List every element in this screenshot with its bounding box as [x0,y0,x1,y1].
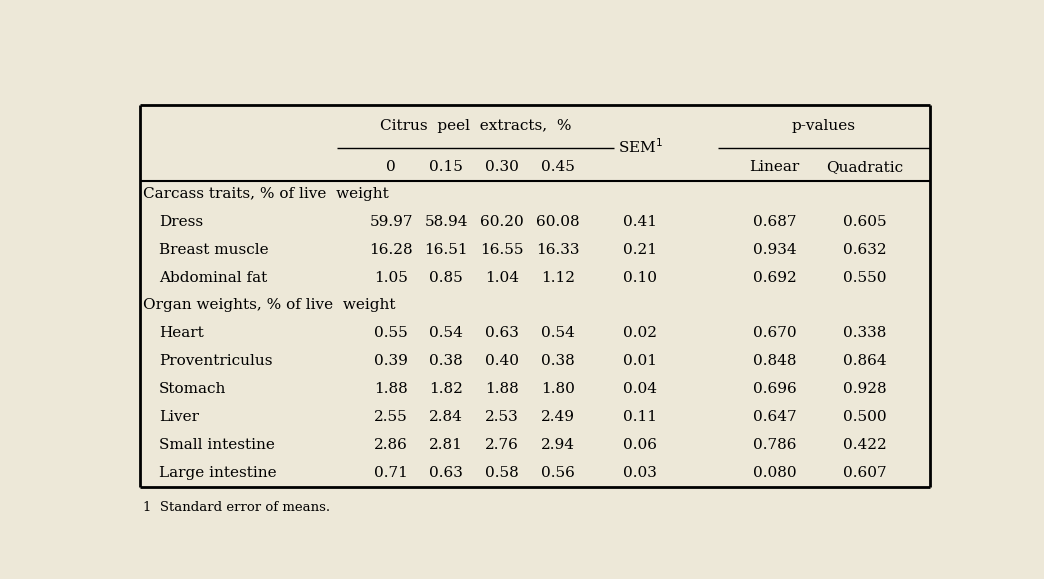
Text: 16.51: 16.51 [424,243,468,257]
Text: Organ weights, % of live  weight: Organ weights, % of live weight [143,298,395,312]
Text: Linear: Linear [750,160,800,174]
Text: 0.54: 0.54 [429,326,462,340]
Text: 0.55: 0.55 [374,326,408,340]
Text: 0.500: 0.500 [844,410,887,424]
Text: 2.76: 2.76 [485,438,519,452]
Text: 2.86: 2.86 [374,438,408,452]
Text: 0.848: 0.848 [753,354,797,368]
Text: 0.687: 0.687 [753,215,797,229]
Text: Large intestine: Large intestine [159,466,277,480]
Text: 0.11: 0.11 [623,410,658,424]
Text: Quadratic: Quadratic [827,160,904,174]
Text: 0.63: 0.63 [485,326,519,340]
Text: 0.56: 0.56 [541,466,574,480]
Text: 0.71: 0.71 [374,466,408,480]
Text: 0.786: 0.786 [753,438,797,452]
Text: 16.28: 16.28 [370,243,412,257]
Text: Breast muscle: Breast muscle [159,243,268,257]
Text: Stomach: Stomach [159,382,227,396]
Text: 0.38: 0.38 [541,354,574,368]
Text: 59.97: 59.97 [370,215,412,229]
Text: 0.928: 0.928 [844,382,887,396]
Text: 1.12: 1.12 [541,271,574,285]
Text: Citrus  peel  extracts,  %: Citrus peel extracts, % [380,119,571,133]
Text: 0.01: 0.01 [623,354,658,368]
Text: 0.647: 0.647 [753,410,797,424]
Text: 2.84: 2.84 [429,410,462,424]
Text: 0.21: 0.21 [623,243,658,257]
Text: 2.94: 2.94 [541,438,574,452]
Bar [140,105,930,487]
Text: 0.38: 0.38 [429,354,462,368]
Text: 1.05: 1.05 [374,271,408,285]
Text: 16.55: 16.55 [480,243,524,257]
Text: 0.06: 0.06 [623,438,658,452]
Text: 0.40: 0.40 [484,354,519,368]
Text: 0.58: 0.58 [485,466,519,480]
Text: 0.41: 0.41 [623,215,658,229]
Text: Carcass traits, % of live  weight: Carcass traits, % of live weight [143,188,388,201]
Text: Proventriculus: Proventriculus [159,354,272,368]
Text: 0.080: 0.080 [753,466,797,480]
Text: 1  Standard error of means.: 1 Standard error of means. [143,501,330,514]
Text: Abdominal fat: Abdominal fat [159,271,267,285]
Text: 1.88: 1.88 [374,382,408,396]
Text: 0.02: 0.02 [623,326,658,340]
Text: 0.54: 0.54 [541,326,574,340]
Text: Heart: Heart [159,326,204,340]
Text: 0.692: 0.692 [753,271,797,285]
Text: 1.82: 1.82 [429,382,462,396]
Text: SEM$^{1}$: SEM$^{1}$ [618,137,663,156]
Text: 0: 0 [386,160,396,174]
Text: Dress: Dress [159,215,203,229]
Text: 0.45: 0.45 [541,160,574,174]
Text: 1.04: 1.04 [484,271,519,285]
Text: 60.20: 60.20 [480,215,524,229]
Text: 0.632: 0.632 [844,243,887,257]
Text: 60.08: 60.08 [536,215,579,229]
Text: 1.88: 1.88 [485,382,519,396]
Text: 0.338: 0.338 [844,326,886,340]
Text: Liver: Liver [159,410,198,424]
Text: 16.33: 16.33 [536,243,579,257]
Text: 0.607: 0.607 [844,466,887,480]
Text: 2.49: 2.49 [541,410,574,424]
Text: 58.94: 58.94 [424,215,468,229]
Text: 2.53: 2.53 [485,410,519,424]
Text: 0.39: 0.39 [374,354,408,368]
Text: 0.696: 0.696 [753,382,797,396]
Text: 0.30: 0.30 [485,160,519,174]
Text: 0.10: 0.10 [623,271,658,285]
Text: 0.04: 0.04 [623,382,658,396]
Text: 0.15: 0.15 [429,160,462,174]
Text: 0.550: 0.550 [844,271,887,285]
Text: 0.670: 0.670 [753,326,797,340]
Text: Small intestine: Small intestine [159,438,275,452]
Text: 0.63: 0.63 [429,466,462,480]
Text: 0.864: 0.864 [844,354,887,368]
Text: 2.81: 2.81 [429,438,462,452]
Text: 0.422: 0.422 [844,438,887,452]
Text: 0.605: 0.605 [844,215,887,229]
Text: 0.03: 0.03 [623,466,657,480]
Text: 2.55: 2.55 [374,410,408,424]
Text: p-values: p-values [792,119,856,133]
Text: 0.85: 0.85 [429,271,462,285]
Text: 0.934: 0.934 [753,243,797,257]
Text: 1.80: 1.80 [541,382,574,396]
